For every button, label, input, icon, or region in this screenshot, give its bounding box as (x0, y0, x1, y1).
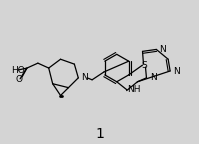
Text: S: S (142, 61, 147, 70)
Text: N: N (173, 68, 180, 76)
Text: HO: HO (11, 66, 25, 74)
Text: N: N (159, 45, 166, 54)
Text: NH: NH (128, 85, 141, 94)
Text: 1: 1 (96, 127, 104, 141)
Text: N: N (81, 73, 88, 82)
Text: O: O (16, 75, 23, 84)
Text: N: N (150, 73, 157, 82)
